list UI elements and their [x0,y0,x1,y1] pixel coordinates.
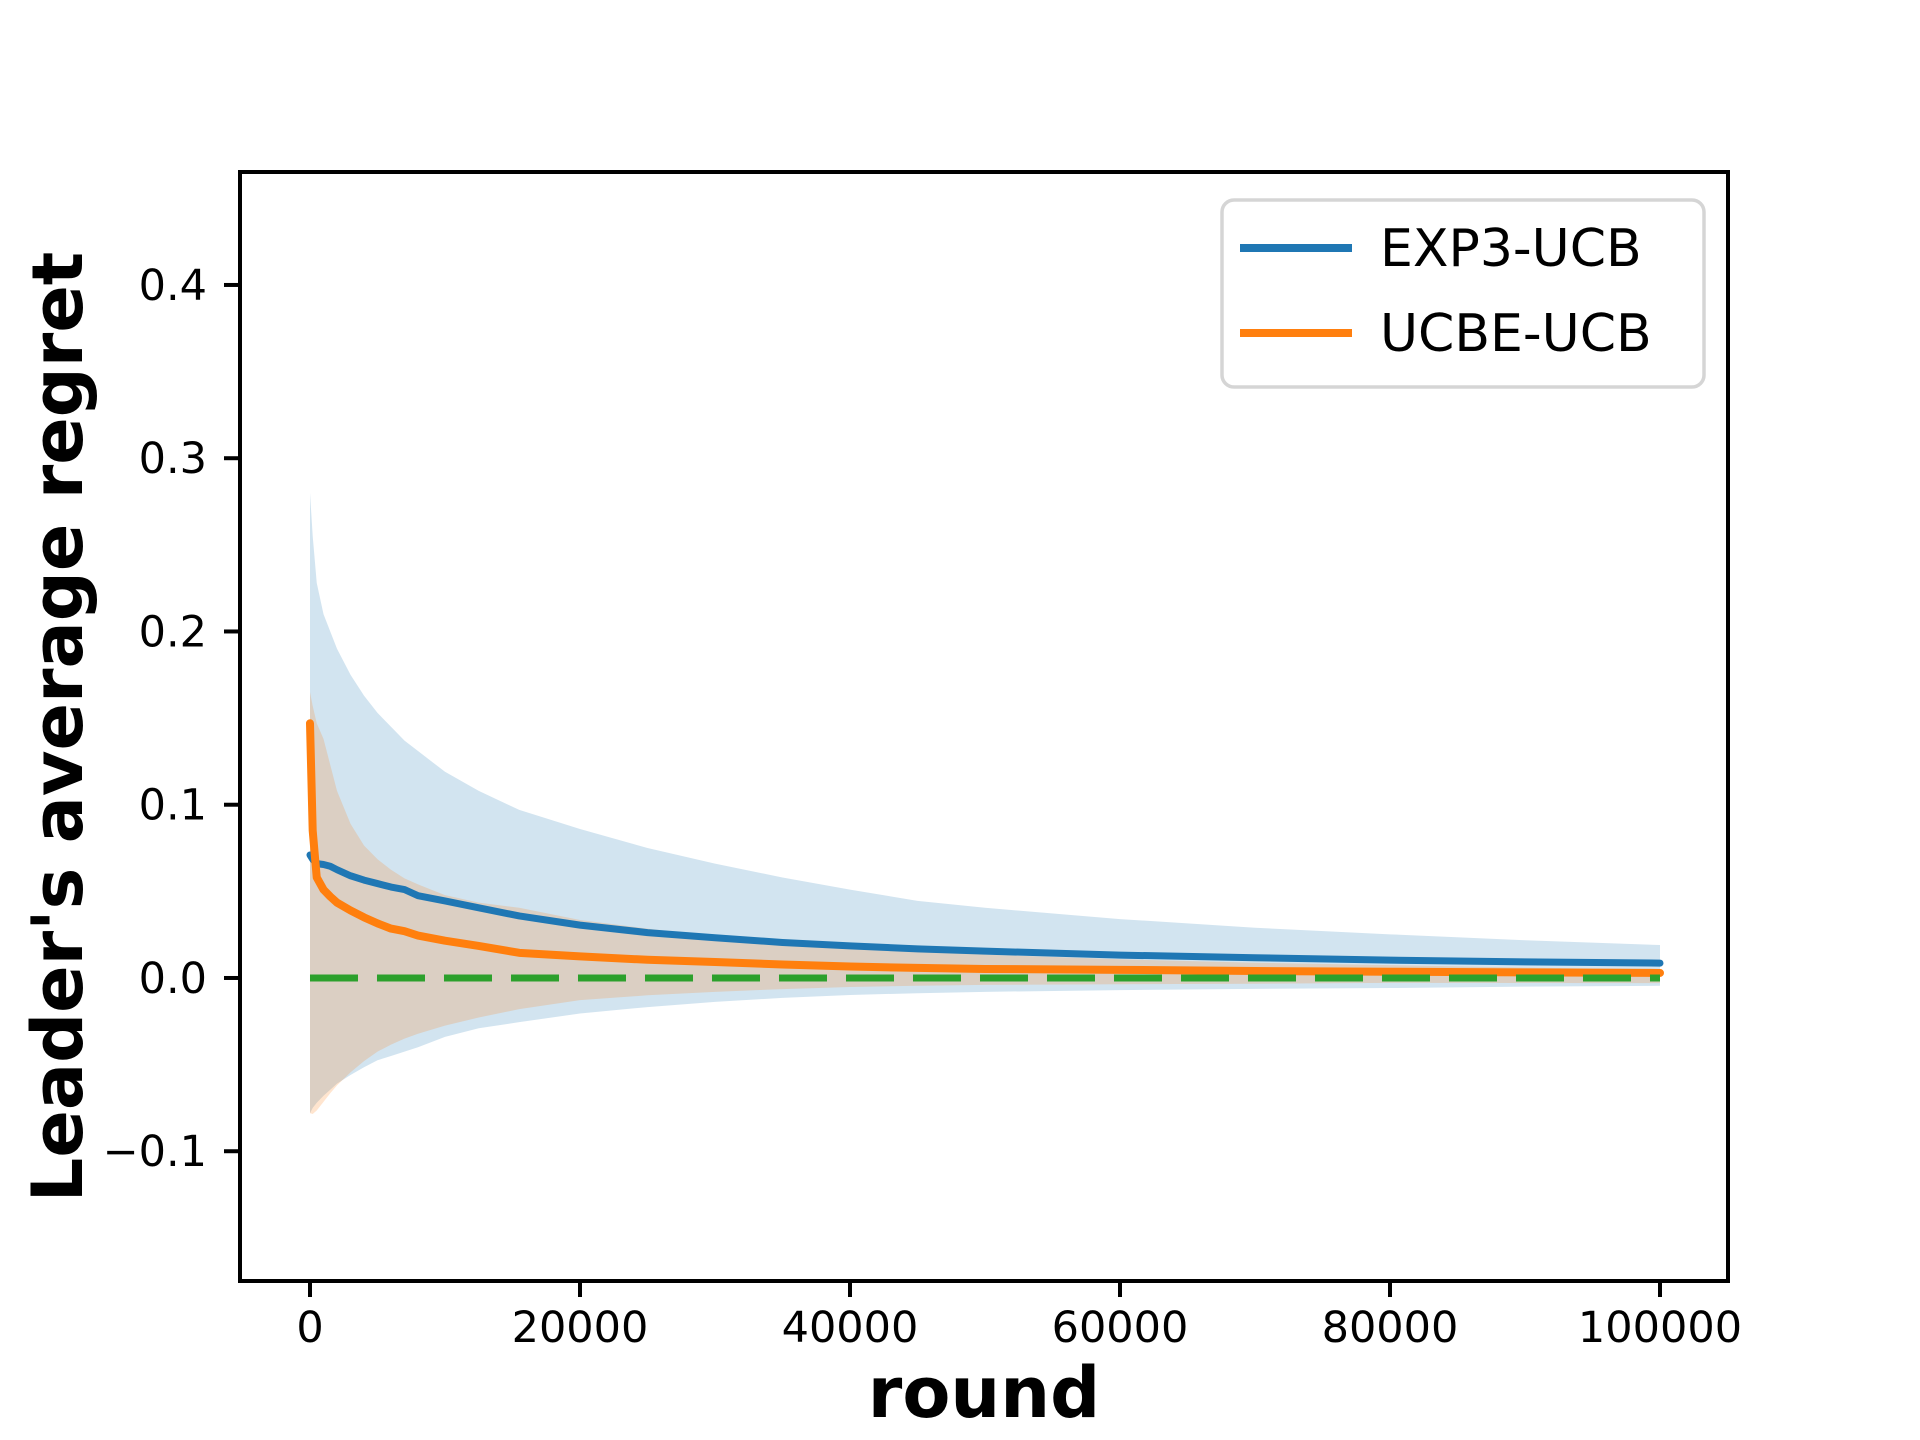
y-axis-ticks: −0.1 0.0 0.1 0.2 0.3 0.4 [103,261,240,1177]
x-axis-ticks: 0 20000 40000 60000 80000 100000 [296,1281,1742,1353]
x-tick-label: 60000 [1052,1303,1189,1353]
x-tick-label: 20000 [512,1303,649,1353]
y-tick-label: −0.1 [103,1127,207,1177]
x-tick-label: 80000 [1322,1303,1459,1353]
series-lines [305,719,1665,977]
y-axis-label: Leader's average regret [17,252,99,1203]
y-tick-label: 0.4 [139,261,207,311]
axes-spines [238,170,1730,1283]
y-tick-label: 0.0 [139,954,207,1004]
line-exp3-ucb [306,851,1664,967]
line-ucbe-ucb [305,719,1665,977]
legend-label-ucbe-ucb: UCBE-UCB [1380,304,1652,364]
y-tick-label: 0.2 [139,607,207,657]
legend: EXP3-UCB UCBE-UCB [1220,198,1706,389]
x-axis-label: round [868,1352,1100,1434]
x-tick-label: 100000 [1578,1303,1742,1353]
x-tick-label: 40000 [782,1303,919,1353]
legend-label-exp3-ucb: EXP3-UCB [1380,219,1642,279]
y-tick-label: 0.1 [139,781,207,831]
y-tick-label: 0.3 [139,434,207,484]
x-tick-label: 0 [296,1303,323,1353]
